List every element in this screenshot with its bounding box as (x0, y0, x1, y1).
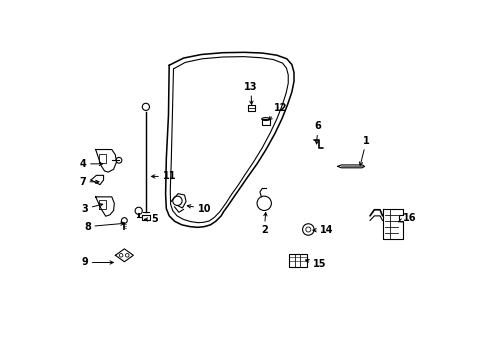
Text: 3: 3 (81, 203, 102, 214)
Circle shape (142, 103, 149, 111)
Text: 14: 14 (312, 225, 333, 235)
Text: 13: 13 (244, 82, 257, 104)
Bar (288, 254, 306, 267)
Text: 15: 15 (305, 259, 326, 269)
Text: 8: 8 (84, 222, 124, 231)
Bar (261, 119, 269, 126)
Text: 7: 7 (79, 177, 99, 187)
Text: 1: 1 (359, 136, 369, 166)
Text: 12: 12 (268, 103, 286, 120)
Text: 5: 5 (144, 215, 158, 224)
Text: 4: 4 (80, 159, 102, 169)
Text: 2: 2 (260, 212, 267, 235)
Text: 16: 16 (398, 213, 415, 222)
Bar (247, 105, 254, 111)
Text: 10: 10 (187, 204, 211, 214)
Text: 6: 6 (314, 121, 321, 144)
Text: 9: 9 (81, 257, 113, 267)
Text: 11: 11 (151, 171, 176, 181)
